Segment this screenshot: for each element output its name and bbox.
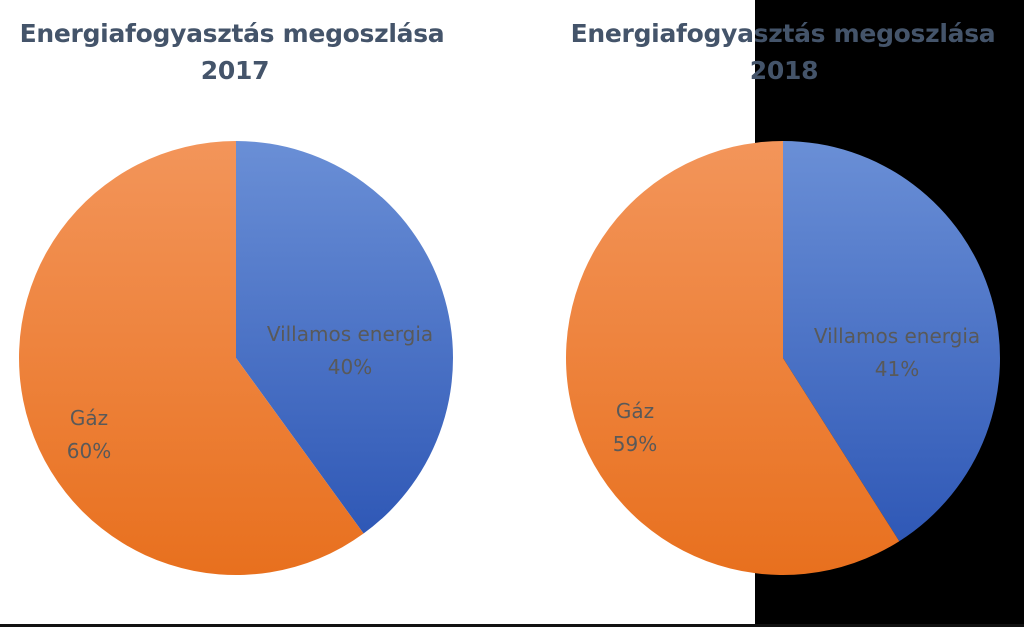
slice-label-villamos-energia-2017-value: 40%: [328, 355, 372, 379]
bottom-border-line: [0, 624, 1024, 627]
slice-label-gaz-2017-category: Gáz: [70, 406, 108, 430]
slice-label-gaz-2018-value: 59%: [613, 432, 657, 456]
slice-label-villamos-energia-2018-value: 41%: [875, 357, 919, 381]
chart-2017: Energiafogyasztás megoszlása 2017 Villam…: [19, 19, 454, 575]
pie-slice-villamos-energia-2018: [783, 141, 1000, 542]
chart-2018: Energiafogyasztás megoszlása 2018 Villam…: [565, 19, 1000, 575]
slice-label-gaz-2018-category: Gáz: [616, 399, 654, 423]
slice-label-villamos-energia-2017-category: Villamos energia: [267, 322, 433, 346]
chart-2017-title-line1: Energiafogyasztás megoszlása: [20, 19, 445, 48]
chart-2018-title-line2: 2018: [750, 56, 818, 85]
slice-label-villamos-energia-2018-category: Villamos energia: [814, 324, 980, 348]
pie-slice-villamos-energia-2017: [236, 141, 454, 534]
chart-2018-title-line1: Energiafogyasztás megoszlása: [571, 19, 996, 48]
pie-slice-gaz-2017: [19, 141, 364, 575]
pie-slice-gaz-2018: [565, 141, 900, 575]
slice-label-gaz-2017-value: 60%: [67, 439, 111, 463]
chart-2017-title-line2: 2017: [201, 56, 269, 85]
